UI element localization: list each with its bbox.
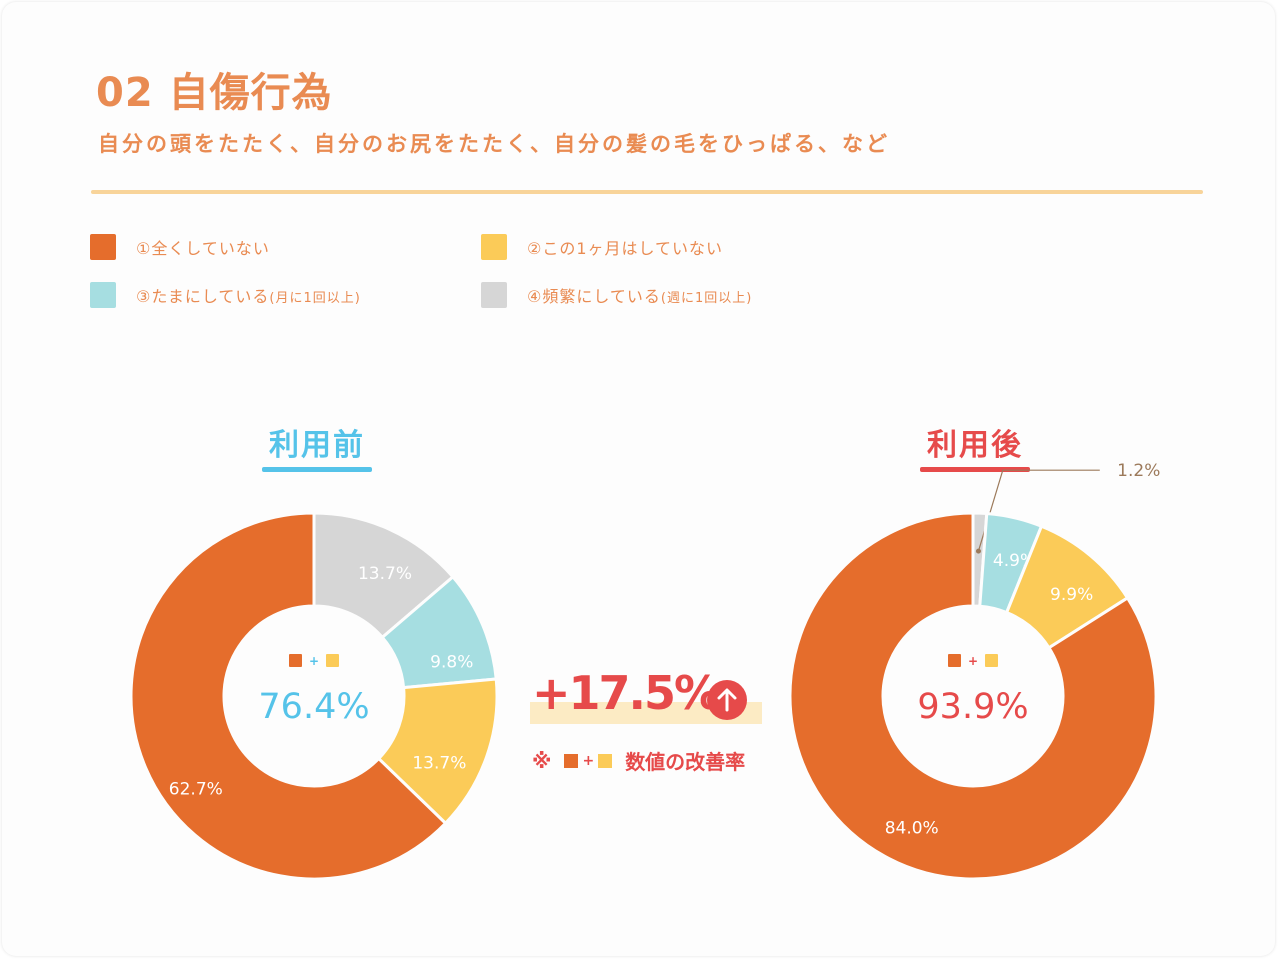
legend-item-frequently: ④頻繁にしている(週に1回以上)	[481, 282, 752, 308]
data-label: 13.7%	[412, 754, 466, 774]
note-swatch-yellow	[598, 753, 613, 768]
improvement-highlight	[530, 702, 762, 724]
segment-none	[129, 511, 448, 881]
note-mark: ※	[532, 748, 552, 773]
legend-item-not-this-month: ②この1ヶ月はしていない	[481, 234, 723, 260]
improvement-value: +17.5%	[532, 666, 720, 720]
legend-label: ①全くしていない	[136, 239, 270, 258]
page-title: 02 自傷行為	[96, 70, 333, 116]
svg-text:+: +	[968, 654, 978, 668]
improvement-note: ※ + 数値の改善率	[532, 746, 745, 775]
before-title-underline	[262, 467, 372, 472]
legend-label: ②この1ヶ月はしていない	[527, 239, 724, 258]
data-label: 84.0%	[885, 818, 939, 838]
center-value: 93.9%	[917, 687, 1028, 727]
legend-item-sometimes: ③たまにしている(月に1回以上)	[90, 282, 361, 308]
data-label: 62.7%	[169, 779, 223, 799]
segment-none	[788, 511, 1158, 881]
after-title-underline	[920, 467, 1030, 472]
legend-item-none: ①全くしていない	[90, 234, 270, 260]
note-plus: +	[582, 752, 595, 769]
data-label: 13.7%	[358, 564, 412, 584]
after-title: 利用後	[927, 428, 1023, 463]
center-formula: +	[289, 654, 339, 668]
legend-swatch-orange	[90, 234, 116, 260]
arrow-up-circle-icon	[707, 680, 747, 720]
data-label: 9.9%	[1050, 585, 1093, 605]
data-label: 9.8%	[430, 653, 473, 673]
note-text: 数値の改善率	[625, 750, 746, 774]
page-subtitle: 自分の頭をたたく、自分のお尻をたたく、自分の髪の毛をひっぱる、など	[98, 132, 890, 156]
legend-label: ④頻繁にしている(週に1回以上)	[527, 287, 753, 306]
data-label: 1.2%	[1117, 461, 1160, 481]
legend-swatch-gray	[481, 282, 507, 308]
note-swatch-orange	[564, 753, 579, 768]
svg-text:+: +	[309, 654, 319, 668]
legend-label: ③たまにしている(月に1回以上)	[136, 287, 361, 306]
center-formula: +	[948, 654, 998, 668]
legend-swatch-yellow	[481, 234, 507, 260]
before-title: 利用前	[269, 428, 365, 463]
center-value: 76.4%	[258, 687, 369, 727]
legend-swatch-cyan	[90, 282, 116, 308]
divider	[91, 190, 1203, 194]
